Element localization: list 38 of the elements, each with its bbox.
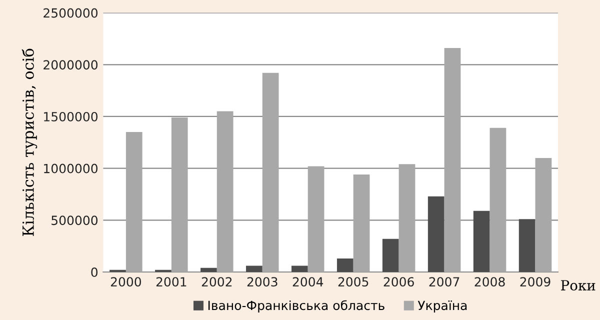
bar [291, 266, 308, 272]
y-tick-label: 0 [91, 267, 98, 277]
y-tick-label: 1500000 [44, 112, 98, 122]
x-tick-label: 2001 [156, 277, 186, 287]
bar [246, 266, 262, 272]
x-tick-label: 2002 [202, 277, 232, 287]
x-tick-label: 2006 [384, 277, 414, 287]
bar [382, 238, 399, 272]
bar [444, 48, 461, 272]
x-tick-label: 2004 [292, 277, 324, 287]
x-tick-label: 2003 [247, 277, 278, 287]
y-tick-label: 1000000 [44, 164, 98, 174]
y-tick-label: 2500000 [44, 8, 98, 18]
bar [518, 219, 536, 272]
bar [262, 72, 279, 272]
bar [308, 166, 324, 272]
y-tick-label: 500000 [52, 216, 98, 226]
bar [490, 128, 506, 272]
x-tick-label: 2007 [429, 277, 460, 287]
x-tick-label: 2000 [110, 277, 142, 287]
legend-label: Україна [418, 300, 467, 313]
bar [126, 132, 142, 272]
bar [216, 111, 234, 272]
legend-label: Івано-Франківська область [208, 300, 384, 313]
x-tick-label: 2005 [338, 277, 368, 287]
bar [171, 118, 188, 272]
bar [336, 258, 354, 272]
x-tick-label: 2009 [520, 277, 550, 287]
bar [535, 158, 552, 272]
x-tick-label: 2008 [474, 277, 505, 287]
x-axis-title: Роки [561, 280, 596, 291]
y-axis-title: Кількість туристів, осіб [22, 48, 38, 236]
y-tick-label: 2000000 [44, 60, 98, 70]
bar [428, 196, 444, 272]
bar [473, 210, 490, 272]
bar [398, 164, 416, 272]
bar [353, 174, 370, 272]
bar [200, 268, 217, 272]
